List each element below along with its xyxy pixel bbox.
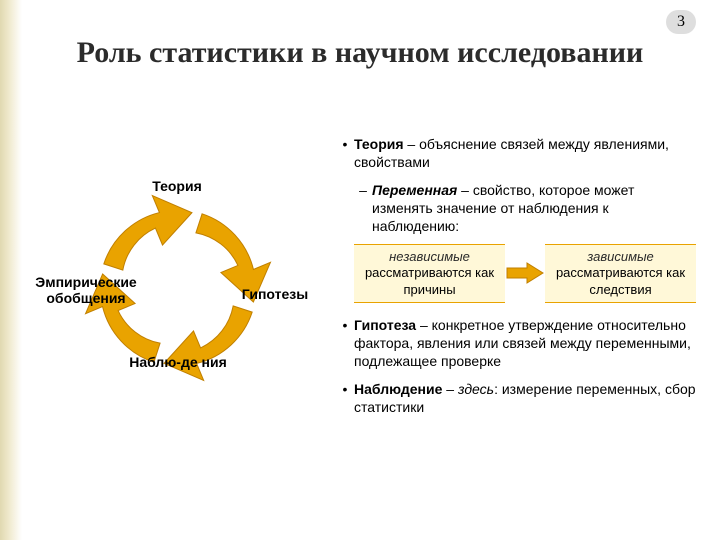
sub-variable: – Переменная – свойство, которое может и… [354, 182, 696, 236]
decorative-left-band [0, 0, 22, 540]
cycle-node-observations: Наблю-де ния [128, 354, 228, 370]
cycle-node-theory: Теория [132, 178, 222, 194]
page-number-badge: 3 [666, 10, 696, 34]
bullet-dot-icon: • [336, 136, 354, 172]
cycle-diagram: Теория Гипотезы Наблю-де ния Эмпирически… [30, 178, 320, 408]
term-variable: Переменная [372, 182, 457, 198]
cycle-node-hypotheses: Гипотезы [230, 286, 320, 302]
it-observation: здесь [458, 381, 494, 397]
box-dependent: зависимые рассматриваются как следствия [545, 244, 696, 304]
box-dependent-head: зависимые [553, 249, 688, 266]
bullet-hypothesis: • Гипотеза – конкретное утверждение отно… [336, 317, 696, 371]
box-independent-head: независимые [362, 249, 497, 266]
bullet-observation: • Наблюдение – здесь: измерение переменн… [336, 381, 696, 417]
variable-boxes: независимые рассматриваются как причины … [354, 244, 696, 304]
page-title: Роль статистики в научном исследовании [60, 34, 660, 72]
term-observation: Наблюдение [354, 381, 442, 397]
cycle-node-empirical: Эмпирические обобщения [26, 274, 146, 306]
bullet-theory: • Теория – объяснение связей между явлен… [336, 136, 696, 172]
content-column: • Теория – объяснение связей между явлен… [336, 136, 696, 427]
box-independent: независимые рассматриваются как причины [354, 244, 505, 304]
page-number: 3 [677, 13, 685, 31]
box-independent-body: рассматриваются как причины [362, 265, 497, 298]
bullet-dot-icon: • [336, 381, 354, 417]
dash-icon: – [354, 182, 372, 236]
arrow-right-icon [505, 262, 545, 284]
pre-observation: – [442, 381, 458, 397]
bullet-dot-icon: • [336, 317, 354, 371]
term-theory: Теория [354, 136, 404, 152]
box-dependent-body: рассматриваются как следствия [553, 265, 688, 298]
term-hypothesis: Гипотеза [354, 317, 416, 333]
